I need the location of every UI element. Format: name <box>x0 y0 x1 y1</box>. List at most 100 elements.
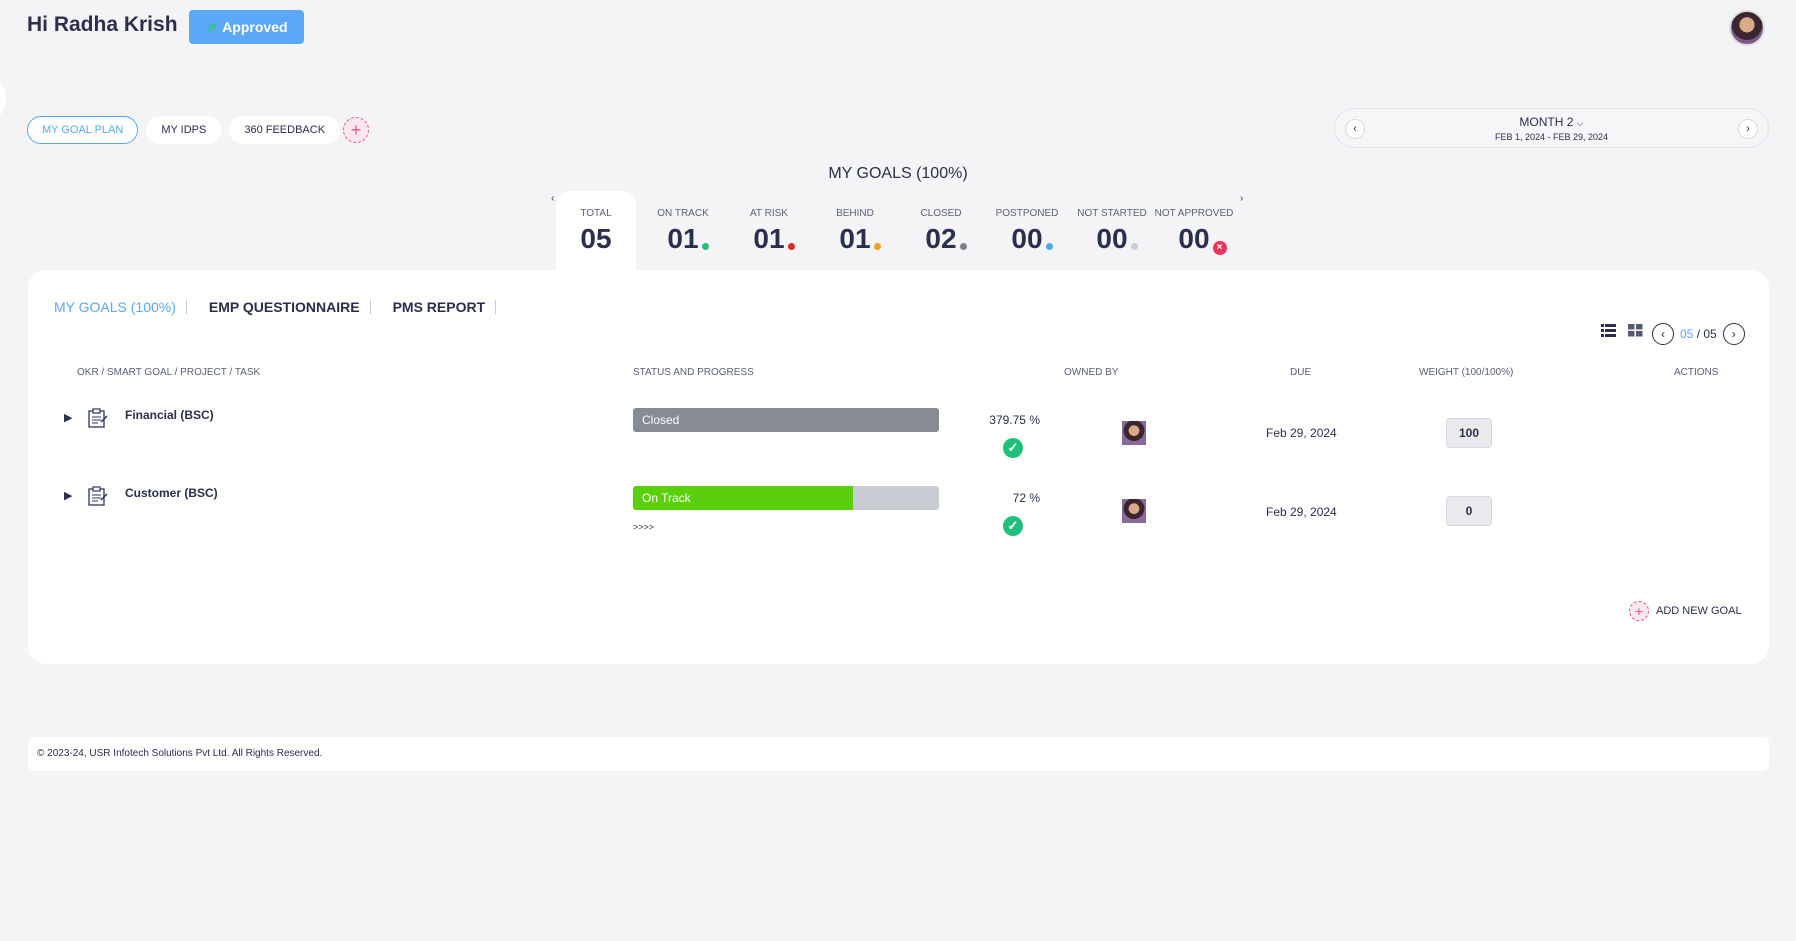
stat-value: 01 <box>753 223 785 254</box>
check-circle-icon: ✓ <box>1003 438 1023 458</box>
stat-value: 00 <box>1011 223 1043 254</box>
tab-divider <box>495 300 497 314</box>
progress-fill <box>633 486 854 510</box>
stat-value: 02 <box>925 223 957 254</box>
status-dot-icon <box>1130 243 1138 250</box>
scroll-right-icon[interactable]: › <box>1240 193 1244 204</box>
status-dot-icon <box>787 243 795 250</box>
progress-percent: 379.75 % <box>989 413 1040 427</box>
stat-behind[interactable]: BEHIND 01 <box>811 208 899 255</box>
due-date: Feb 29, 2024 <box>1266 426 1337 440</box>
month-range: FEB 1, 2024 - FEB 29, 2024 <box>1494 132 1609 142</box>
total-stat-card <box>556 191 636 271</box>
goal-clipboard-icon <box>88 486 108 506</box>
stat-closed[interactable]: CLOSED 02 <box>897 208 985 255</box>
not-approved-x-icon: × <box>1212 241 1227 255</box>
tab-360-feedback[interactable]: 360 FEEDBACK <box>229 116 341 144</box>
stat-value: 05 <box>580 223 612 254</box>
goal-name[interactable]: Customer (BSC) <box>125 486 218 500</box>
goal-sub-tabs: MY GOALS (100%) EMP QUESTIONNAIRE PMS RE… <box>54 299 518 315</box>
owner-avatar[interactable] <box>1122 499 1146 523</box>
col-header-owner: OWNED BY <box>1064 367 1119 378</box>
stat-label: NOT APPROVED <box>1154 208 1234 219</box>
col-header-goal: OKR / SMART GOAL / PROJECT / TASK <box>77 367 261 378</box>
greeting-title: Hi Radha Krish <box>27 13 178 36</box>
scroll-left-icon[interactable]: ‹ <box>551 193 555 204</box>
stat-not-started[interactable]: NOT STARTED 00 <box>1068 208 1156 255</box>
approved-label: Approved <box>222 19 288 35</box>
status-dot-icon <box>701 243 709 250</box>
stat-label: POSTPONED <box>995 208 1059 219</box>
status-dot-icon <box>959 243 967 250</box>
month-title[interactable]: MONTH 2 ⌵ <box>1519 115 1584 129</box>
expand-toggle-icon[interactable]: ▶ <box>64 412 73 424</box>
stat-label: CLOSED <box>920 208 962 219</box>
prev-month-icon[interactable]: ‹ <box>1345 119 1365 139</box>
stat-at-risk[interactable]: AT RISK 01 <box>725 208 813 255</box>
status-progress-bar[interactable]: On Track <box>633 486 939 510</box>
check-circle-icon: ✓ <box>1003 516 1023 536</box>
status-progress-bar[interactable]: Closed <box>633 408 939 432</box>
goals-card <box>28 270 1769 664</box>
stat-value: 01 <box>667 223 699 254</box>
stat-label: TOTAL <box>580 208 612 219</box>
weight-field[interactable]: 0 <box>1446 496 1492 526</box>
stat-label: AT RISK <box>750 208 788 219</box>
goal-clipboard-icon <box>88 408 108 428</box>
stat-label: NOT STARTED <box>1077 208 1147 219</box>
due-date: Feb 29, 2024 <box>1266 505 1337 519</box>
approved-button[interactable]: ↗ Approved <box>189 10 304 44</box>
expand-toggle-icon[interactable]: ▶ <box>64 490 73 502</box>
col-header-weight: WEIGHT (100/100%) <box>1419 367 1514 378</box>
grid-view-icon[interactable] <box>1628 324 1643 337</box>
stat-on-track[interactable]: ON TRACK 01 <box>639 208 727 255</box>
list-view-icon[interactable] <box>1601 324 1616 337</box>
trend-arrow-icon: ↗ <box>205 18 218 35</box>
progress-fill <box>633 408 939 432</box>
tab-pms-report[interactable]: PMS REPORT <box>392 299 486 315</box>
tab-divider <box>369 300 371 314</box>
stat-value: 00 <box>1178 223 1210 254</box>
stat-value: 00 <box>1096 223 1128 254</box>
goals-summary-title: MY GOALS (100%) <box>828 165 968 182</box>
page-indicator: 05 / 05 <box>1680 327 1717 341</box>
side-drawer-handle[interactable] <box>0 80 6 118</box>
stat-postponed[interactable]: POSTPONED 00 <box>983 208 1071 255</box>
stat-not-approved[interactable]: NOT APPROVED 00 × <box>1150 208 1238 255</box>
progress-details-link[interactable]: >>>> <box>633 522 655 532</box>
window-corner <box>1716 861 1796 941</box>
weight-field[interactable]: 100 <box>1446 418 1492 448</box>
stat-value: 01 <box>839 223 871 254</box>
stat-total[interactable]: TOTAL 05 <box>552 208 640 255</box>
footer-copyright: © 2023-24, USR Infotech Solutions Pvt Lt… <box>28 737 1769 771</box>
next-month-icon[interactable]: › <box>1738 119 1758 139</box>
add-new-goal-button[interactable]: + ADD NEW GOAL <box>1629 601 1742 621</box>
add-tab-icon[interactable]: + <box>343 117 369 143</box>
tab-emp-questionnaire[interactable]: EMP QUESTIONNAIRE <box>208 299 360 315</box>
prev-page-icon[interactable]: ‹ <box>1652 323 1674 345</box>
stat-label: BEHIND <box>836 208 874 219</box>
status-dot-icon <box>873 243 881 250</box>
user-avatar[interactable] <box>1729 10 1765 46</box>
col-header-actions: ACTIONS <box>1674 367 1719 378</box>
tab-my-goals[interactable]: MY GOALS (100%) <box>54 299 176 315</box>
plus-icon: + <box>1629 601 1649 621</box>
view-toggle <box>1601 324 1643 337</box>
status-label: Closed <box>642 413 680 427</box>
status-dot-icon <box>1045 243 1053 250</box>
plan-tabs: MY GOAL PLAN MY IDPS 360 FEEDBACK <box>27 116 341 144</box>
pager: ‹ 05 / 05 › <box>1652 323 1745 345</box>
next-page-icon[interactable]: › <box>1722 323 1745 345</box>
tab-my-idps[interactable]: MY IDPS <box>146 116 222 144</box>
col-header-status: STATUS AND PROGRESS <box>633 367 754 378</box>
progress-percent: 72 % <box>1012 491 1040 505</box>
stat-label: ON TRACK <box>657 208 709 219</box>
status-label: On Track <box>642 491 691 505</box>
col-header-due: DUE <box>1290 367 1312 378</box>
month-picker: ‹ MONTH 2 ⌵ FEB 1, 2024 - FEB 29, 2024 › <box>1334 108 1769 148</box>
goal-name[interactable]: Financial (BSC) <box>125 408 214 422</box>
tab-my-goal-plan[interactable]: MY GOAL PLAN <box>27 116 139 144</box>
chevron-down-icon: ⌵ <box>1576 118 1584 128</box>
owner-avatar[interactable] <box>1122 421 1146 445</box>
